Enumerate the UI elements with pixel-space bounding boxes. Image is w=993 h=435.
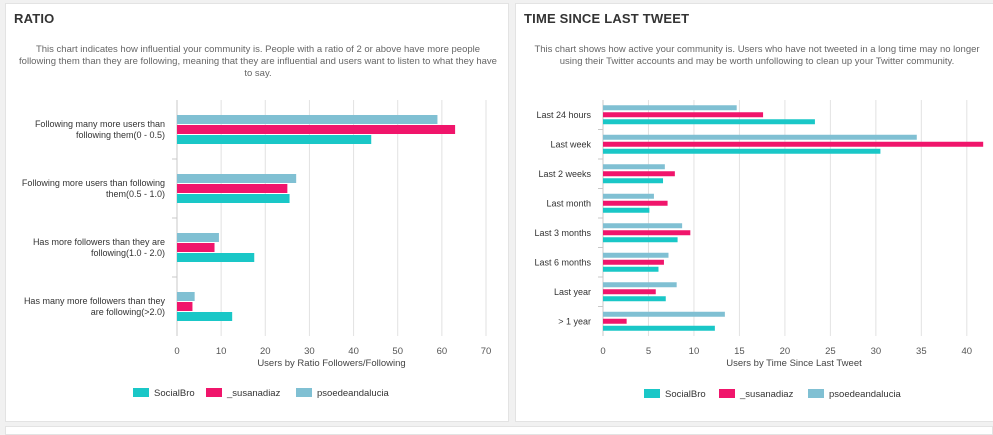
chart1-x-tick-label: 0 — [600, 346, 605, 357]
chart0-bar-psoedeandalucia — [177, 233, 219, 242]
chart0-x-tick-label: 20 — [260, 346, 271, 357]
chart1-category-label: Last 2 weeks — [538, 169, 591, 179]
chart1-x-tick-label: 10 — [689, 346, 700, 357]
chart1-bar-socialbro — [603, 296, 666, 302]
chart0-legend-label-psoedeandalucia: psoedeandalucia — [317, 388, 390, 399]
chart0-legend-label-susanadiaz: _susanadiaz — [226, 388, 281, 399]
chart1-bar-socialbro — [603, 237, 678, 243]
chart0-category-label: Has many more followers than they — [24, 296, 166, 306]
chart0-bar-socialbro — [177, 194, 290, 203]
chart1-bar-socialbro — [603, 207, 650, 213]
chart1-category-label: Last 24 hours — [536, 110, 591, 120]
chart1-bar-psoedeandalucia — [603, 134, 917, 140]
chart1-x-axis-title: Users by Time Since Last Tweet — [726, 358, 862, 369]
chart0-category-label: Has more followers than they are — [33, 237, 165, 247]
chart0-category-label: Following many more users than — [35, 119, 165, 129]
chart0-bar-psoedeandalucia — [177, 292, 195, 301]
chart1-bar-susanadiaz — [603, 259, 664, 265]
chart0-x-axis-title: Users by Ratio Followers/Following — [257, 358, 405, 369]
chart0-bar-susanadiaz — [177, 125, 456, 134]
chart0-category-label: following them(0 - 0.5) — [76, 130, 165, 140]
ratio-panel: RATIO This chart indicates how influenti… — [5, 3, 509, 422]
chart1-category-label: Last year — [554, 287, 591, 297]
chart0-bar-socialbro — [177, 135, 372, 144]
chart0-legend-label-socialbro: SocialBro — [154, 388, 195, 399]
chart1-category-label: Last 6 months — [534, 257, 591, 267]
chart1-legend-label-psoedeandalucia: psoedeandalucia — [829, 389, 902, 400]
chart1-bar-susanadiaz — [603, 112, 764, 118]
chart1-bar-susanadiaz — [603, 141, 984, 147]
chart1-bar-susanadiaz — [603, 318, 627, 324]
chart1-x-tick-label: 25 — [825, 346, 836, 357]
chart0-x-tick-label: 0 — [174, 346, 179, 357]
chart1-bar-susanadiaz — [603, 200, 668, 206]
chart0-bar-psoedeandalucia — [177, 115, 438, 124]
chart0-category-label: are following(>2.0) — [91, 307, 165, 317]
chart1-category-label: Last week — [550, 139, 591, 149]
chart0-bar-socialbro — [177, 312, 233, 321]
chart1-legend-swatch-susanadiaz — [719, 389, 735, 398]
chart0-legend-swatch-susanadiaz — [206, 388, 222, 397]
chart1-legend-swatch-psoedeandalucia — [808, 389, 824, 398]
chart0-bar-susanadiaz — [177, 302, 193, 311]
chart1-bar-psoedeandalucia — [603, 193, 654, 199]
chart0-x-tick-label: 60 — [437, 346, 448, 357]
chart1-category-label: > 1 year — [558, 316, 591, 326]
chart1-x-tick-label: 40 — [962, 346, 973, 357]
chart1-bar-psoedeandalucia — [603, 311, 725, 317]
time-since-last-tweet-chart: 0 5 10 15 20 25 30 35 40 Last 24 hours Last week La… — [534, 100, 984, 400]
chart1-category-label: Last 3 months — [534, 228, 591, 238]
chart0-category-label: them(0.5 - 1.0) — [106, 189, 165, 199]
chart0-category-label: Following more users than following — [22, 178, 165, 188]
chart1-bar-susanadiaz — [603, 171, 675, 177]
chart1-x-tick-label: 5 — [646, 346, 651, 357]
chart1-legend-label-susanadiaz: _susanadiaz — [739, 389, 794, 400]
chart1-category-label: Last month — [546, 198, 591, 208]
chart1-legend-label-socialbro: SocialBro — [665, 389, 706, 400]
chart1-bar-socialbro — [603, 178, 664, 184]
chart1-bar-psoedeandalucia — [603, 164, 665, 170]
chart1-bar-psoedeandalucia — [603, 282, 677, 288]
chart1-x-tick-label: 20 — [780, 346, 791, 357]
chart1-bar-socialbro — [603, 119, 815, 125]
chart0-x-tick-label: 40 — [348, 346, 359, 357]
chart0-bar-susanadiaz — [177, 243, 215, 252]
chart1-legend-swatch-socialbro — [644, 389, 660, 398]
time-since-last-tweet-description: This chart shows how active your communi… — [534, 44, 980, 67]
chart0-x-tick-label: 50 — [392, 346, 403, 357]
chart0-bar-psoedeandalucia — [177, 174, 297, 183]
chart0-bar-susanadiaz — [177, 184, 288, 193]
chart0-x-tick-label: 30 — [304, 346, 315, 357]
chart1-bar-socialbro — [603, 148, 881, 154]
chart1-bar-psoedeandalucia — [603, 105, 737, 111]
chart1-bar-susanadiaz — [603, 289, 656, 295]
time-since-last-tweet-title: TIME SINCE LAST TWEET — [524, 11, 690, 26]
time-since-last-tweet-panel: TIME SINCE LAST TWEET This chart shows h… — [515, 3, 993, 422]
chart0-category-label: following(1.0 - 2.0) — [91, 248, 165, 258]
ratio-description: This chart indicates how influential you… — [19, 44, 497, 79]
chart1-bar-socialbro — [603, 266, 659, 272]
chart1-x-tick-label: 35 — [916, 346, 927, 357]
chart0-x-tick-label: 10 — [216, 346, 227, 357]
chart0-bar-socialbro — [177, 253, 255, 262]
ratio-chart: 0 10 20 30 40 50 60 70 Following many more users… — [22, 100, 492, 399]
chart0-x-tick-label: 70 — [481, 346, 492, 357]
chart1-x-tick-label: 15 — [734, 346, 745, 357]
chart1-bar-socialbro — [603, 325, 715, 331]
chart1-bar-susanadiaz — [603, 230, 691, 236]
chart1-bar-psoedeandalucia — [603, 252, 669, 258]
chart0-legend-swatch-psoedeandalucia — [296, 388, 312, 397]
chart1-x-tick-label: 30 — [871, 346, 882, 357]
ratio-title: RATIO — [14, 11, 55, 26]
chart0-legend-swatch-socialbro — [133, 388, 149, 397]
chart1-bar-psoedeandalucia — [603, 223, 683, 229]
next-panel-edge — [5, 426, 993, 435]
